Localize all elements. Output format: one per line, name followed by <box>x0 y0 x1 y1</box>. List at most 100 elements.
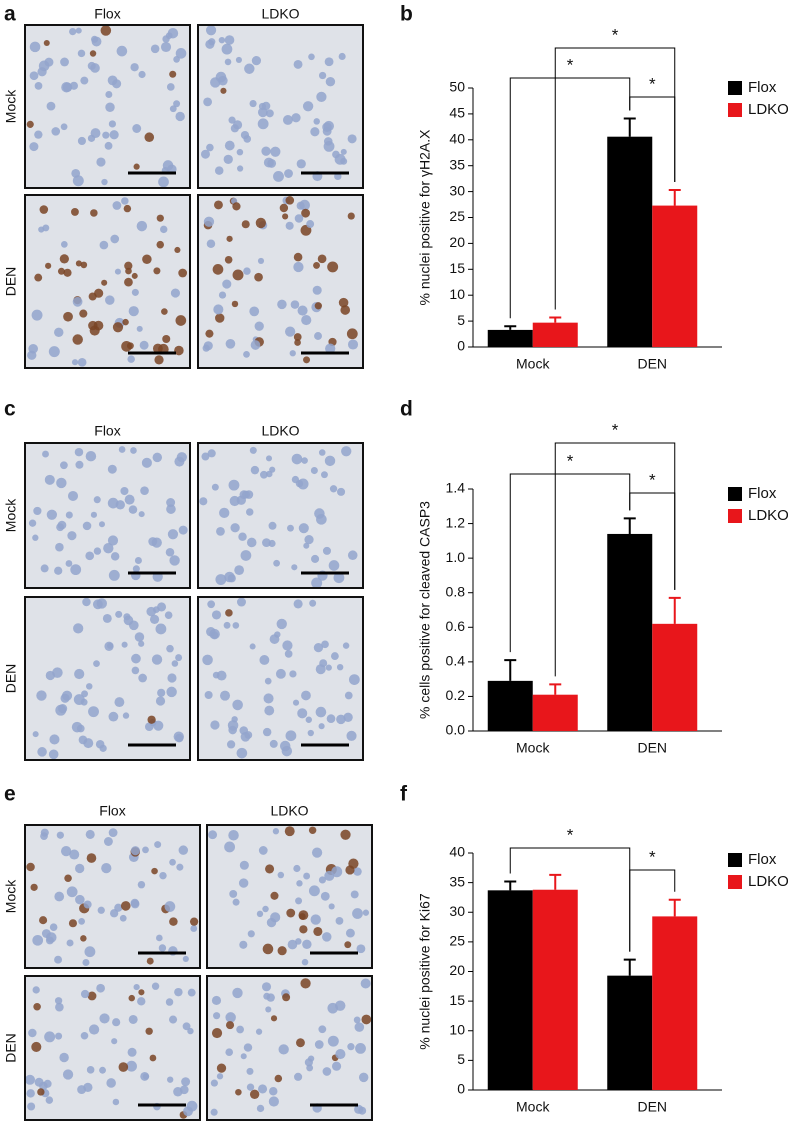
row-label: Mock <box>3 879 19 913</box>
micrograph <box>24 194 191 369</box>
micrograph-frame <box>24 194 191 369</box>
nucleus <box>33 1002 41 1011</box>
nucleus <box>319 659 328 668</box>
nucleus <box>90 511 98 518</box>
nucleus <box>32 534 39 541</box>
nucleus <box>66 886 78 898</box>
nucleus <box>249 100 257 108</box>
nucleus <box>24 1074 36 1085</box>
nucleus <box>74 668 85 680</box>
nucleus <box>43 39 50 47</box>
nucleus <box>139 340 149 350</box>
nucleus <box>322 932 332 942</box>
nucleus <box>149 1054 157 1062</box>
nucleus <box>289 670 297 678</box>
nucleus <box>255 217 266 229</box>
nucleus <box>224 58 232 66</box>
column-label: Flox <box>94 423 120 439</box>
significance-bracket <box>509 473 631 653</box>
nucleus <box>58 704 68 714</box>
nucleus <box>304 535 314 545</box>
nucleus <box>225 1048 234 1057</box>
nucleus <box>327 261 339 273</box>
nucleus <box>302 939 312 950</box>
nucleus <box>37 747 47 757</box>
nucleus <box>34 130 43 139</box>
nucleus <box>63 268 72 277</box>
micrograph-frame <box>197 596 364 761</box>
panel-letter: f <box>400 783 408 806</box>
nucleus <box>199 497 208 506</box>
nucleus <box>99 240 109 250</box>
nucleus <box>270 912 281 923</box>
nucleus <box>156 240 164 249</box>
nucleus <box>39 205 49 214</box>
nucleus <box>32 731 39 738</box>
nucleus <box>63 311 73 322</box>
nucleus <box>362 909 370 916</box>
nucleus <box>151 982 160 990</box>
nucleus <box>255 1028 263 1035</box>
nucleus <box>54 997 63 1005</box>
nucleus <box>361 1014 372 1025</box>
micrograph-bg <box>25 825 200 968</box>
nucleus <box>114 903 123 912</box>
nucleus <box>259 655 270 665</box>
nucleus <box>212 264 224 275</box>
nucleus <box>313 118 320 125</box>
nucleus <box>315 706 327 718</box>
nucleus <box>72 334 83 345</box>
nucleus <box>275 668 286 679</box>
nucleus <box>278 1044 289 1055</box>
nucleus <box>54 327 64 338</box>
nucleus <box>218 75 228 86</box>
nucleus <box>218 36 226 44</box>
nucleus <box>108 828 118 837</box>
nucleus <box>338 52 346 60</box>
nucleus <box>347 339 359 350</box>
nucleus <box>243 267 251 275</box>
nucleus <box>211 610 222 620</box>
nucleus <box>302 101 314 112</box>
nucleus <box>340 305 351 315</box>
nucleus <box>85 551 95 561</box>
nucleus <box>307 729 314 737</box>
significance-star: * <box>612 25 619 44</box>
significance-star: * <box>567 55 574 74</box>
nucleus <box>225 1021 235 1030</box>
nucleus <box>228 116 236 124</box>
nucleus <box>303 542 310 549</box>
nucleus <box>276 618 287 630</box>
nucleus <box>74 447 84 457</box>
nucleus <box>181 1077 191 1087</box>
nucleus <box>239 490 249 500</box>
y-tick-label: 0.0 <box>446 722 466 738</box>
nucleus <box>224 255 233 264</box>
nucleus <box>208 830 218 840</box>
nucleus <box>81 690 89 698</box>
nucleus <box>301 208 310 218</box>
nucleus <box>218 291 227 299</box>
nucleus <box>40 832 48 840</box>
nucleus <box>327 1035 339 1047</box>
nucleus <box>149 614 160 624</box>
nucleus <box>265 864 275 874</box>
nucleus <box>285 196 295 205</box>
nucleus <box>115 610 123 618</box>
row-label: DEN <box>3 664 19 694</box>
nucleus <box>236 1025 244 1034</box>
nucleus <box>121 197 129 205</box>
nucleus <box>106 1078 116 1088</box>
nucleus <box>42 224 50 232</box>
significance-bracket <box>509 77 631 319</box>
nucleus <box>138 640 145 647</box>
micrograph <box>24 24 191 189</box>
nucleus <box>116 45 128 57</box>
column-label: Flox <box>99 803 125 819</box>
nucleus <box>324 57 334 67</box>
nucleus <box>243 350 250 358</box>
nucleus <box>96 598 107 609</box>
nucleus <box>80 989 90 999</box>
nucleus <box>105 295 115 305</box>
nucleus <box>145 1027 153 1035</box>
